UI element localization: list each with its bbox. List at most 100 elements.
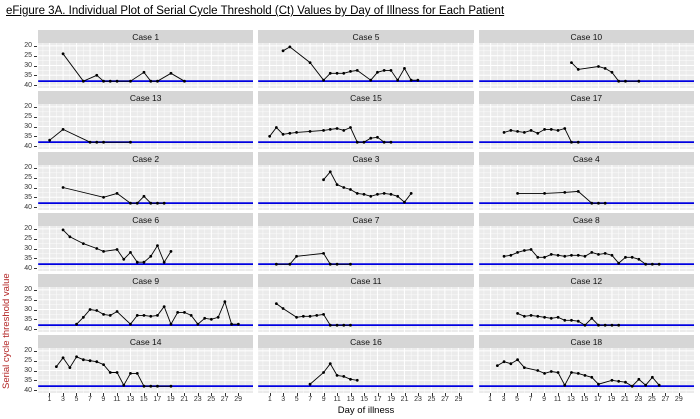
ct-data-point <box>376 135 380 139</box>
ct-data-point <box>295 315 299 319</box>
y-axis-tick-label: 25 <box>24 235 32 243</box>
x-axis-tick-label: 19 <box>166 396 175 403</box>
y-axis-tick-mark <box>34 85 37 87</box>
ct-data-point <box>275 126 279 129</box>
x-axis-tick-label: 23 <box>634 396 643 403</box>
ct-data-point <box>637 79 640 83</box>
ct-data-point <box>536 255 539 259</box>
ct-data-point <box>335 323 339 327</box>
ct-data-point <box>196 322 200 326</box>
ct-data-point <box>657 383 661 387</box>
ct-data-point <box>603 67 607 70</box>
ct-data-point <box>349 262 353 266</box>
y-axis-tick-mark <box>34 197 37 199</box>
ct-data-point <box>81 79 85 83</box>
ct-data-point <box>322 371 326 374</box>
ct-data-point <box>590 201 593 205</box>
y-axis-tick-mark <box>34 228 37 230</box>
facet-case-18: Case 18 1 3 5 7 9 11 13 15 17 19 21 23 25 27 29 <box>478 335 694 403</box>
ct-data-point <box>216 315 220 319</box>
x-axis-tick-mark <box>377 393 379 396</box>
x-axis-tick-mark <box>49 393 51 396</box>
x-axis-tick-mark <box>130 393 132 396</box>
y-axis-tick-mark <box>34 167 37 169</box>
x-axis-tick-label: 7 <box>308 396 313 403</box>
ct-data-point <box>650 262 654 266</box>
y-axis-tick-mark <box>34 350 37 352</box>
ct-data-point <box>576 319 580 323</box>
ct-data-point <box>75 355 78 359</box>
ct-data-point <box>322 129 326 132</box>
y-axis-tick-mark <box>34 329 37 331</box>
x-axis-tick-label: 29 <box>674 396 683 403</box>
x-axis-tick-mark <box>211 393 213 396</box>
ct-data-point <box>536 131 539 135</box>
facet-strip-label: Case 14 <box>38 335 254 348</box>
figure-title: eFigure 3A. Individual Plot of Serial Cy… <box>6 5 505 17</box>
x-axis-tick-mark <box>310 393 312 396</box>
ct-data-point <box>416 78 420 82</box>
x-axis-tick-mark <box>143 393 145 396</box>
ct-data-point <box>657 262 661 266</box>
y-axis-tick-mark <box>34 370 37 372</box>
x-axis-tick-mark <box>503 393 505 396</box>
y-axis-tick-label: 30 <box>24 62 32 69</box>
y-axis-tick-mark <box>34 380 37 382</box>
ct-data-point <box>509 362 512 366</box>
ct-data-point <box>108 314 112 317</box>
x-axis-tick-mark <box>544 393 546 396</box>
x-axis-tick-mark <box>490 393 492 396</box>
ct-data-point <box>610 378 614 382</box>
x-axis-tick-mark <box>337 393 339 396</box>
x-axis-tick-mark <box>350 393 352 396</box>
x-axis-tick-label: 25 <box>427 396 436 403</box>
ct-data-point <box>610 323 614 327</box>
ct-data-point <box>376 70 380 74</box>
ct-data-point <box>295 131 299 134</box>
facet-strip-label: Case 1 <box>38 30 254 43</box>
ct-data-point <box>95 140 99 144</box>
y-axis-tick-label: 35 <box>24 193 32 201</box>
ct-data-point <box>156 201 159 205</box>
ct-data-point <box>616 261 620 265</box>
facet-panel <box>38 43 254 88</box>
facet-panel <box>478 104 694 149</box>
ct-data-point <box>536 314 539 318</box>
ct-data-point <box>162 305 166 308</box>
facet-panel <box>38 165 254 210</box>
ct-data-point <box>88 140 92 144</box>
ct-data-point <box>529 248 533 251</box>
y-axis-tick-mark <box>34 116 37 118</box>
ct-data-point <box>102 250 105 253</box>
x-axis-tick-label: 17 <box>594 396 602 403</box>
x-axis-tick-mark <box>238 393 240 396</box>
x-axis-tick-label: 13 <box>567 396 575 403</box>
ct-data-point <box>281 307 285 310</box>
x-axis-tick-mark <box>624 393 626 396</box>
x-axis-tick-mark <box>89 393 91 396</box>
ct-data-point <box>95 73 99 77</box>
y-axis-tick-label: 20 <box>24 225 32 233</box>
facet-panel <box>258 165 474 210</box>
facet-case-8: Case 8 <box>478 213 694 271</box>
ct-data-point <box>68 366 72 369</box>
ct-data-point <box>169 384 173 388</box>
ct-data-point <box>515 192 519 195</box>
y-axis-tick-label: 30 <box>24 306 32 313</box>
x-axis-tick-label: 7 <box>87 396 92 403</box>
y-axis-tick-label: 30 <box>24 367 32 374</box>
y-axis-tick-label: 25 <box>24 357 32 365</box>
x-axis-tick-label: 17 <box>153 396 162 403</box>
ct-data-point <box>48 138 52 142</box>
ct-data-point <box>61 52 65 56</box>
ct-data-point <box>502 131 506 134</box>
ct-data-point <box>81 358 85 362</box>
x-axis-tick-label: 29 <box>454 396 463 403</box>
ct-data-point <box>610 70 614 74</box>
ct-data-point <box>349 188 353 191</box>
ct-data-point <box>596 253 600 256</box>
ct-data-point <box>329 323 332 327</box>
ct-data-point <box>129 201 132 205</box>
ct-data-point <box>563 318 566 322</box>
ct-data-point <box>203 316 207 320</box>
